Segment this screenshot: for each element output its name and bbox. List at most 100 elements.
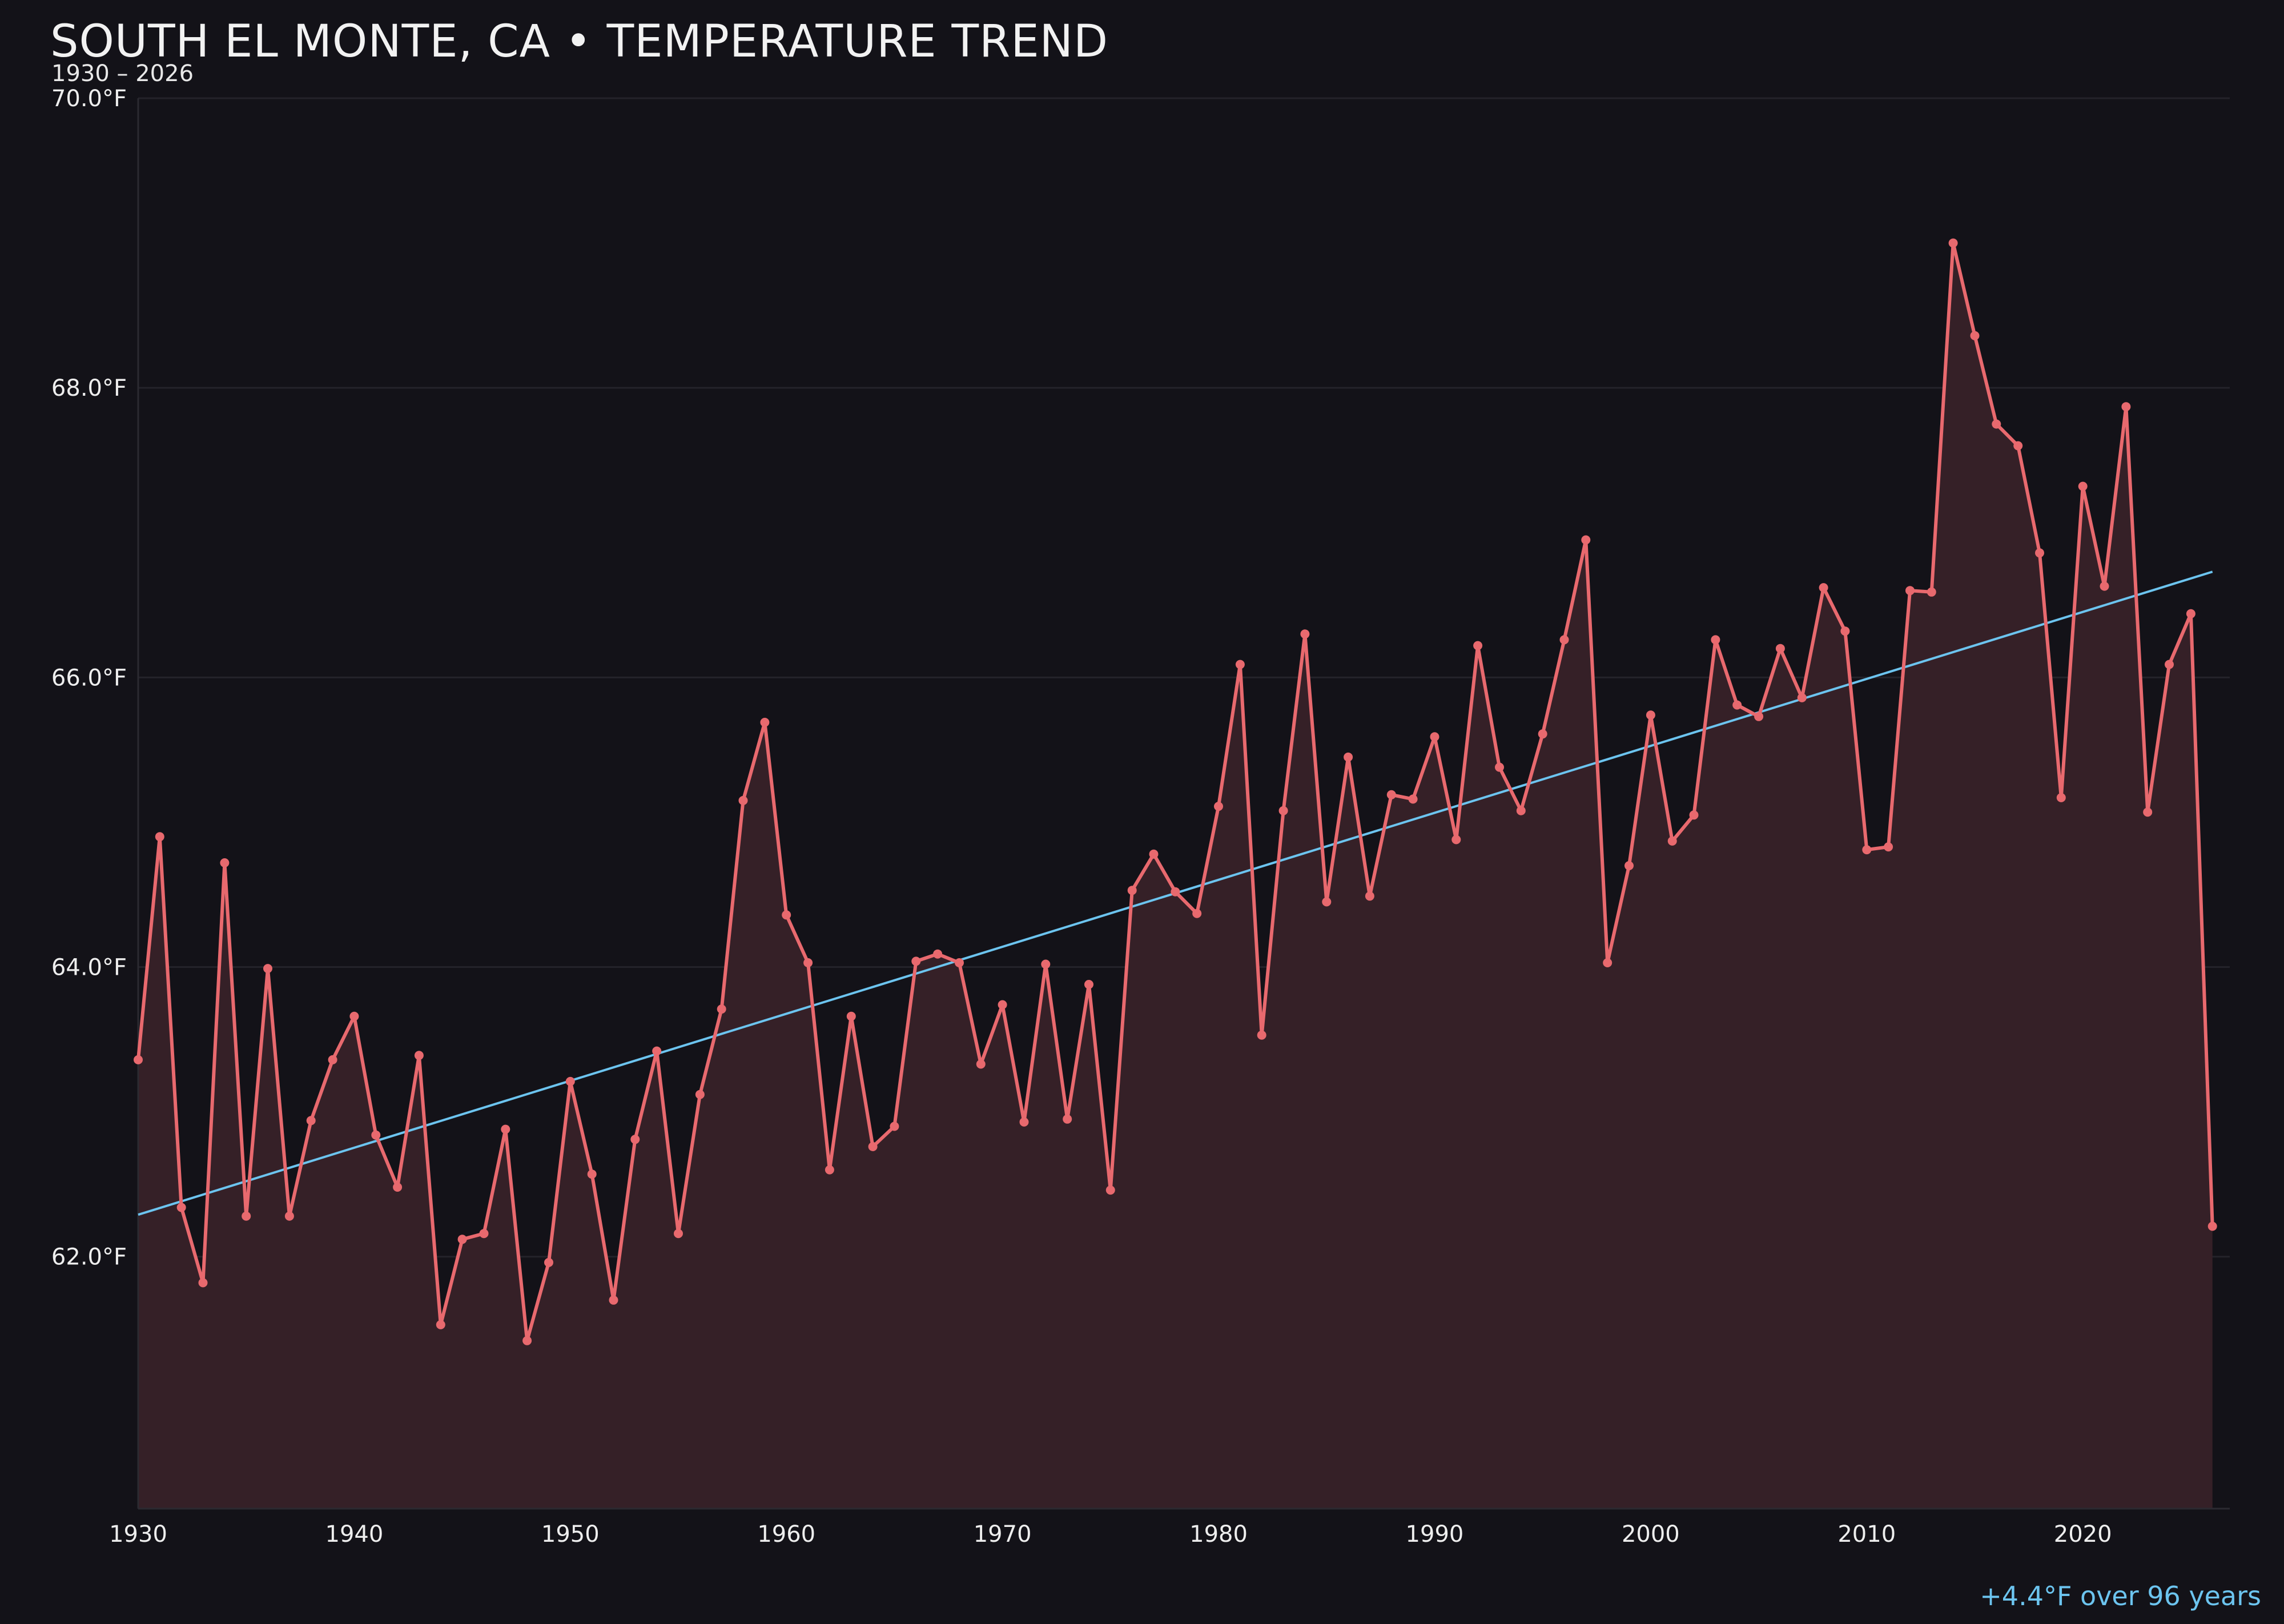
- data-point-2010: [1862, 845, 1872, 855]
- data-point-2026: [2207, 1221, 2217, 1231]
- data-point-1962: [825, 1165, 834, 1175]
- data-point-2018: [2035, 548, 2044, 558]
- data-point-1997: [1581, 535, 1591, 545]
- x-tick-labels: 1930 1940 1950 1960 1970 1980 1990 2000 2010 2020: [109, 1521, 2112, 1547]
- data-point-2001: [1667, 836, 1677, 846]
- data-point-2019: [2056, 793, 2066, 802]
- x-tick-label: 1930: [109, 1521, 167, 1547]
- data-point-1983: [1278, 806, 1288, 815]
- data-point-1977: [1149, 849, 1159, 859]
- data-point-1974: [1084, 980, 1093, 989]
- data-point-1960: [782, 910, 791, 920]
- data-point-1939: [328, 1055, 337, 1064]
- data-point-1951: [587, 1169, 597, 1179]
- data-point-1996: [1559, 635, 1569, 645]
- data-point-1979: [1192, 909, 1202, 918]
- data-point-1945: [457, 1235, 467, 1244]
- data-point-2025: [2186, 609, 2195, 618]
- data-point-2024: [2165, 660, 2174, 669]
- data-point-2004: [1732, 700, 1742, 710]
- data-point-1994: [1516, 806, 1526, 815]
- data-point-1992: [1473, 641, 1483, 650]
- data-point-1932: [176, 1203, 186, 1212]
- data-point-1968: [955, 958, 964, 967]
- data-point-1948: [522, 1336, 532, 1345]
- data-point-1984: [1300, 629, 1310, 639]
- data-point-1952: [609, 1295, 618, 1305]
- data-point-2007: [1797, 693, 1807, 702]
- data-point-1987: [1365, 891, 1374, 901]
- data-point-2006: [1775, 644, 1785, 653]
- data-point-2009: [1840, 626, 1850, 636]
- data-point-1958: [738, 795, 748, 805]
- y-tick-label: 66.0°F: [51, 665, 127, 691]
- temperature-points: [134, 238, 2217, 1345]
- data-point-2023: [2143, 807, 2153, 817]
- data-point-1990: [1430, 732, 1439, 742]
- data-point-1972: [1041, 959, 1051, 969]
- data-point-2008: [1819, 583, 1828, 593]
- data-point-1930: [134, 1055, 143, 1064]
- x-tick-label: 1950: [541, 1521, 600, 1547]
- data-point-1970: [998, 1000, 1007, 1010]
- data-point-1986: [1344, 752, 1353, 762]
- data-point-2003: [1711, 635, 1720, 645]
- data-point-1985: [1322, 897, 1332, 907]
- y-tick-label: 70.0°F: [51, 86, 127, 112]
- data-point-1975: [1105, 1185, 1115, 1195]
- x-tick-label: 1980: [1189, 1521, 1248, 1547]
- x-tick-label: 1960: [757, 1521, 815, 1547]
- data-point-1998: [1603, 958, 1613, 967]
- data-point-1941: [371, 1130, 381, 1140]
- data-point-1949: [544, 1257, 553, 1267]
- data-point-2021: [2100, 581, 2109, 591]
- y-tick-label: 64.0°F: [51, 955, 127, 981]
- data-point-1971: [1019, 1117, 1029, 1127]
- data-point-1947: [501, 1124, 510, 1134]
- x-tick-label: 1990: [1406, 1521, 1464, 1547]
- data-point-1953: [630, 1135, 640, 1144]
- data-point-2005: [1754, 711, 1764, 721]
- data-point-1982: [1257, 1030, 1266, 1040]
- data-point-1957: [717, 1004, 726, 1014]
- data-point-1980: [1214, 802, 1223, 811]
- data-point-1966: [911, 956, 921, 966]
- data-point-1936: [263, 964, 272, 974]
- data-point-1995: [1538, 729, 1547, 739]
- data-point-1944: [436, 1320, 445, 1329]
- data-point-1964: [868, 1142, 878, 1151]
- data-point-1991: [1451, 835, 1461, 845]
- y-tick-label: 62.0°F: [51, 1244, 127, 1271]
- data-point-2013: [1927, 587, 1936, 597]
- data-point-1942: [393, 1183, 403, 1192]
- data-point-1954: [652, 1046, 662, 1056]
- data-point-1993: [1495, 762, 1504, 772]
- x-tick-label: 2010: [1837, 1521, 1896, 1547]
- data-point-1959: [760, 718, 770, 727]
- data-point-2011: [1884, 842, 1893, 852]
- data-point-1965: [890, 1121, 899, 1131]
- data-point-1989: [1408, 794, 1418, 804]
- data-point-2017: [2013, 441, 2023, 451]
- data-point-1937: [284, 1211, 294, 1221]
- y-tick-label: 68.0°F: [51, 375, 127, 401]
- chart-subtitle: 1930 – 2026: [51, 61, 194, 87]
- data-point-2014: [1948, 238, 1958, 248]
- chart-title: SOUTH EL MONTE, CA • TEMPERATURE TREND: [50, 16, 1109, 67]
- x-tick-label: 1940: [325, 1521, 384, 1547]
- data-point-1963: [846, 1011, 856, 1021]
- data-point-2000: [1646, 710, 1655, 720]
- data-point-2022: [2121, 402, 2131, 412]
- y-tick-labels: 62.0°F 64.0°F 66.0°F 68.0°F 70.0°F: [51, 86, 127, 1271]
- data-point-1981: [1235, 660, 1245, 669]
- trend-annotation: +4.4°F over 96 years: [1980, 1581, 2261, 1611]
- data-point-1999: [1624, 861, 1634, 870]
- data-point-1950: [565, 1076, 575, 1086]
- data-point-1931: [155, 832, 164, 842]
- data-point-1956: [695, 1090, 705, 1099]
- x-tick-label: 2020: [2054, 1521, 2112, 1547]
- data-point-1969: [976, 1059, 986, 1069]
- data-point-1934: [220, 858, 230, 867]
- data-point-2015: [1970, 331, 1980, 340]
